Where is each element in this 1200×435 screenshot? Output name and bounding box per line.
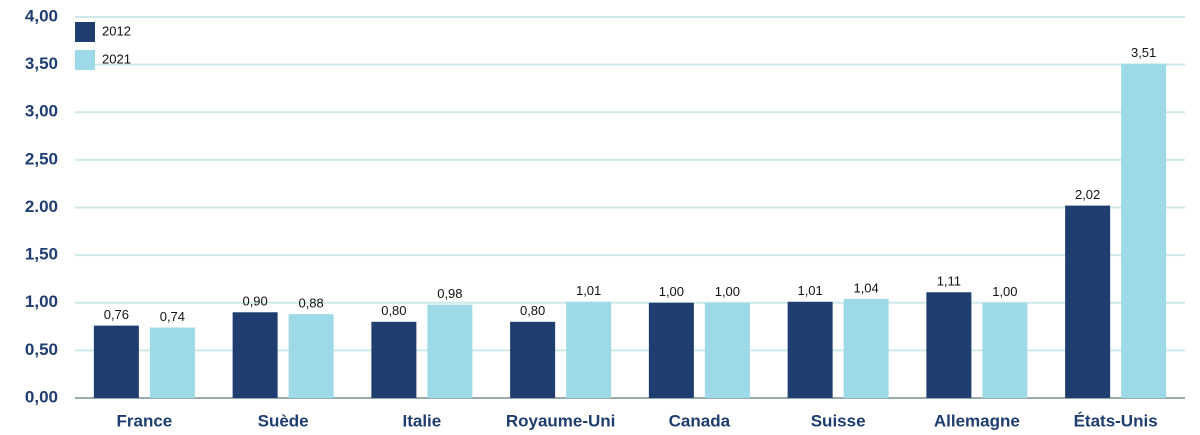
y-tick-label: 0,00 [25, 387, 58, 406]
bar [288, 314, 334, 398]
x-tick-label: États-Unis [1074, 411, 1158, 430]
x-tick-label: Royaume-Uni [506, 411, 616, 430]
y-tick-label: 3,00 [25, 102, 58, 121]
x-tick-label: France [117, 411, 173, 430]
bar [982, 302, 1028, 398]
value-label: 1,01 [797, 283, 822, 298]
legend-label: 2021 [102, 51, 131, 66]
value-label: 3,51 [1131, 45, 1156, 60]
bar [427, 304, 473, 398]
legend-swatch [75, 50, 95, 70]
legend-label: 2012 [102, 23, 131, 38]
bar [93, 325, 139, 398]
value-label: 1,04 [853, 280, 878, 295]
x-tick-label: Allemagne [934, 411, 1020, 430]
bar [371, 321, 417, 398]
value-label: 0,80 [520, 303, 545, 318]
bar [926, 292, 972, 398]
y-tick-label: 1,00 [25, 292, 58, 311]
value-label: 0,88 [298, 296, 323, 311]
x-tick-label: Suède [258, 411, 309, 430]
y-tick-label: 1,50 [25, 245, 58, 264]
bar [149, 327, 195, 398]
bar [704, 302, 750, 398]
value-label: 2,02 [1075, 187, 1100, 202]
x-tick-label: Italie [403, 411, 442, 430]
y-tick-label: 3,50 [25, 54, 58, 73]
bar [566, 301, 612, 398]
bar [510, 321, 556, 398]
bar [648, 302, 694, 398]
value-label: 1,00 [659, 284, 684, 299]
value-label: 1,01 [576, 283, 601, 298]
x-tick-label: Canada [669, 411, 731, 430]
value-label: 1,00 [992, 284, 1017, 299]
bar [787, 301, 833, 398]
y-tick-label: 2.00 [25, 197, 58, 216]
y-tick-label: 2,50 [25, 149, 58, 168]
value-label: 0,76 [104, 307, 129, 322]
bar [1121, 63, 1167, 399]
bar [1065, 205, 1111, 398]
bar [232, 312, 278, 398]
y-tick-label: 4,00 [25, 6, 58, 25]
value-label: 0,74 [160, 309, 185, 324]
value-label: 0,80 [381, 303, 406, 318]
x-tick-label: Suisse [811, 411, 866, 430]
legend-swatch [75, 22, 95, 42]
y-tick-label: 0,50 [25, 340, 58, 359]
value-label: 1,11 [937, 274, 961, 289]
value-label: 0,98 [437, 286, 462, 301]
bar [843, 298, 889, 398]
value-label: 1,00 [715, 284, 740, 299]
value-label: 0,90 [242, 294, 267, 309]
